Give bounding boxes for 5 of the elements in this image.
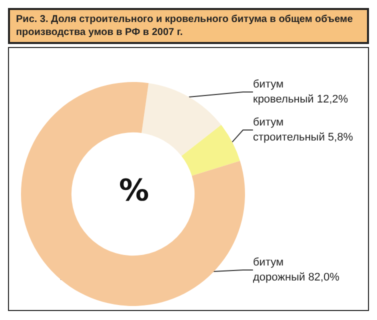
slice-label: битум дорожный 82,0% bbox=[253, 256, 340, 284]
chart-title: Рис. 3. Доля строительного и кровельного битума в общем объеме производства умов в РФ в 2007 г. bbox=[8, 8, 369, 44]
text: % bbox=[119, 174, 150, 208]
slice-label: битум кровельный 12,2% bbox=[253, 78, 348, 106]
slice-label: битум строительный 5,8% bbox=[253, 116, 354, 144]
